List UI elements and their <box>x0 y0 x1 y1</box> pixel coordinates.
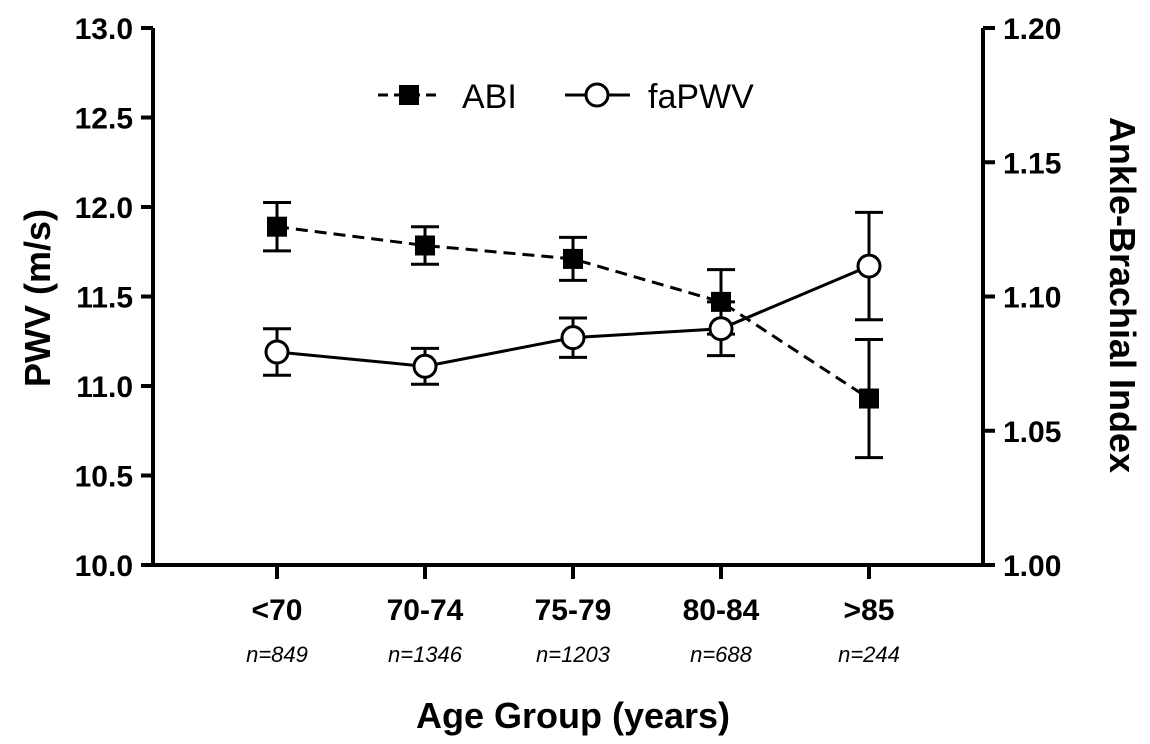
legend-fapwv-label: faPWV <box>648 78 754 116</box>
series-layer <box>263 201 883 460</box>
right-tick-label: 1.20 <box>1003 13 1061 46</box>
x-category-sample-size: n=1346 <box>388 642 463 667</box>
legend-fapwv-marker <box>584 82 610 108</box>
abi-data-point <box>267 216 287 237</box>
left-tick-label: 10.0 <box>75 550 133 583</box>
fapwv-data-point <box>264 339 290 365</box>
plot-area: 10.0 10.5 11.0 11.5 12.0 12.5 13.0 1.00 1.05 1.1… <box>75 13 1062 667</box>
y-axis-right-title: Ankle-Brachial Index <box>1102 117 1143 473</box>
x-category-sample-size: n=688 <box>690 642 753 667</box>
legend-abi-label: ABI <box>462 78 517 116</box>
x-category-label: >85 <box>844 594 895 627</box>
x-category-sample-size: n=1203 <box>536 642 611 667</box>
x-category-label: 75-79 <box>535 594 612 627</box>
legend: ABI faPWV <box>378 78 754 116</box>
abi-data-point <box>415 235 435 256</box>
left-tick-label: 13.0 <box>75 13 133 46</box>
x-category-label: 70-74 <box>387 594 464 627</box>
abi-data-point <box>563 248 583 269</box>
abi-data-point <box>859 388 879 409</box>
right-tick-label: 1.15 <box>1003 147 1061 180</box>
y-axis-left-title: PWV (m/s) <box>17 209 58 387</box>
left-axis-ticks: 10.0 10.5 11.0 11.5 12.0 12.5 13.0 <box>75 13 153 583</box>
x-category-sample-size: n=244 <box>838 642 900 667</box>
right-tick-label: 1.00 <box>1003 550 1061 583</box>
fapwv-data-point <box>708 316 734 342</box>
left-tick-label: 11.0 <box>76 371 133 404</box>
x-category-label: <70 <box>252 594 303 627</box>
left-tick-label: 12.0 <box>75 192 133 225</box>
x-axis-ticks: <70 n=849 70-74 n=1346 75-79 n=1203 80-84 n=688… <box>246 565 900 667</box>
left-tick-label: 12.5 <box>75 103 133 136</box>
right-tick-label: 1.10 <box>1003 282 1061 315</box>
x-category-label: 80-84 <box>683 594 760 627</box>
left-tick-label: 11.5 <box>76 282 133 315</box>
legend-abi-marker <box>399 85 419 105</box>
left-tick-label: 10.5 <box>75 461 133 494</box>
x-axis-title: Age Group (years) <box>416 695 730 736</box>
fapwv-data-point <box>560 325 586 351</box>
fapwv-data-point <box>856 253 882 279</box>
fapwv-data-point <box>412 353 438 379</box>
x-category-sample-size: n=849 <box>246 642 308 667</box>
abi-series-line <box>276 225 870 400</box>
right-tick-label: 1.05 <box>1003 416 1061 449</box>
right-axis-ticks: 1.00 1.05 1.10 1.15 1.20 <box>983 13 1061 583</box>
